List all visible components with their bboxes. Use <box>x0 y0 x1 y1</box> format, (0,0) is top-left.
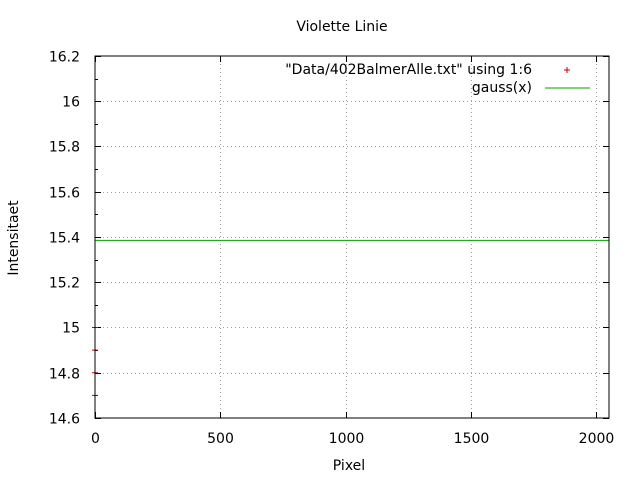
plot-frame <box>94 55 610 419</box>
y-axis-label: Intensitaet <box>6 200 22 276</box>
legend-label: "Data/402BalmerAlle.txt" using 1:6 <box>285 62 532 78</box>
x-axis-label: Pixel <box>333 458 365 474</box>
y-tick-label: 15.4 <box>49 231 80 247</box>
y-tick-label: 14.6 <box>49 412 80 428</box>
y-tick-label: 15.8 <box>49 140 80 156</box>
legend: "Data/402BalmerAlle.txt" using 1:6 gauss(… <box>285 62 590 96</box>
legend-label: gauss(x) <box>472 80 532 96</box>
y-tick-label: 16.2 <box>49 50 80 66</box>
x-tick-label: 0 <box>91 431 100 447</box>
x-tick-label: 1000 <box>329 431 365 447</box>
y-tick-label: 15.2 <box>49 276 80 292</box>
y-tick-label: 15 <box>62 321 80 337</box>
x-tick-label: 500 <box>207 431 234 447</box>
x-tick-label: 2000 <box>579 431 615 447</box>
data-series <box>92 239 609 399</box>
y-tick-label: 15.6 <box>49 186 80 202</box>
axis-ticks: 0 500 1000 1500 2000 14.6 14.8 15 15.2 15.4 15.6 15… <box>49 50 614 448</box>
grid <box>95 56 609 418</box>
y-tick-label: 14.8 <box>49 367 80 383</box>
chart-title: Violette Linie <box>296 19 387 35</box>
y-tick-label: 16 <box>62 95 80 111</box>
x-tick-label: 1500 <box>454 431 490 447</box>
